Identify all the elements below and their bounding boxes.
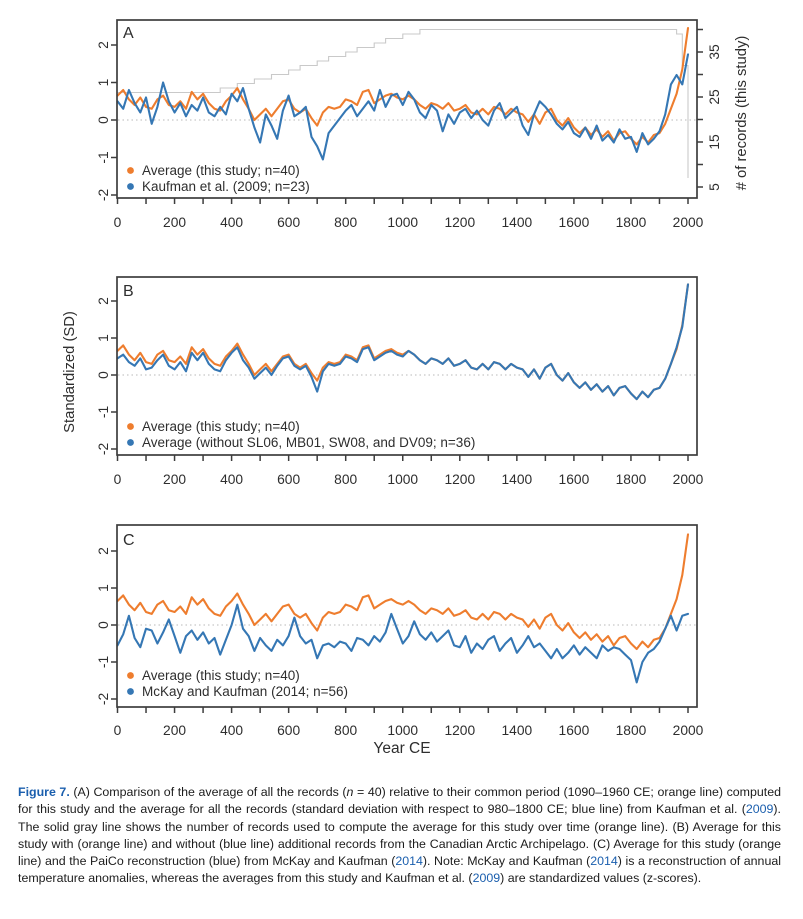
- y-tick-label: -2: [96, 189, 111, 201]
- citation-link[interactable]: 2014: [590, 854, 618, 869]
- x-axis-label: Year CE: [373, 740, 430, 757]
- citation-link[interactable]: 2014: [395, 854, 423, 869]
- legend-label: Average (without SL06, MB01, SW08, and D…: [142, 435, 475, 450]
- x-tick-label: 2000: [673, 472, 704, 487]
- x-tick-label: 1200: [444, 723, 475, 738]
- x-tick-label: 1800: [616, 472, 647, 487]
- x-tick-label: 0: [114, 215, 122, 230]
- x-tick-label: 0: [114, 472, 122, 487]
- figure-label: Figure 7.: [18, 785, 70, 799]
- figure-plots: 0 200 400 600 800 1000 1200 1400 1600 1800 2000-2-…: [62, 19, 750, 757]
- y-tick-label: -2: [96, 443, 111, 455]
- y-tick-label: 0: [96, 371, 111, 379]
- plot-box: [116, 19, 698, 199]
- y-tick-label: 2: [96, 547, 111, 555]
- y-tick-label: -1: [96, 406, 111, 418]
- legend-dot-orange: [127, 423, 134, 430]
- right-tick-label: 25: [707, 89, 722, 105]
- series-kaufman-2009: [116, 53, 690, 161]
- citation-link[interactable]: 2009: [745, 802, 774, 817]
- x-tick-label: 1200: [444, 215, 475, 230]
- caption-text: n: [346, 785, 354, 799]
- caption-text: ) are standardized values (z-scores).: [500, 871, 702, 886]
- panel-letter: A: [123, 25, 134, 42]
- caption-text: ). The solid gray line shows the number …: [18, 802, 781, 869]
- right-axis-label: # of records (this study): [734, 36, 750, 191]
- legend-label: Average (this study; n=40): [142, 163, 300, 178]
- y-tick-label: -1: [96, 656, 111, 668]
- y-tick-label: 0: [96, 621, 111, 629]
- legend-label: McKay and Kaufman (2014; n=56): [142, 684, 348, 699]
- x-tick-label: 1800: [616, 215, 647, 230]
- x-tick-label: 400: [220, 215, 243, 230]
- legend-dot-blue: [127, 439, 134, 446]
- panel-letter: C: [123, 532, 135, 549]
- series-average-this-study: [116, 533, 690, 651]
- x-tick-label: 2000: [673, 215, 704, 230]
- legend-label: Kaufman et al. (2009; n=23): [142, 179, 310, 194]
- x-tick-label: 800: [334, 215, 357, 230]
- panel-a: 0 200 400 600 800 1000 1200 1400 1600 1800 2000 -2 -…: [96, 19, 750, 230]
- caption-text: (A) Comparison of the average of all the…: [69, 785, 347, 799]
- x-tick-label: 200: [163, 472, 186, 487]
- y-tick-label: 1: [96, 79, 111, 87]
- x-tick-label: 0: [114, 723, 122, 738]
- figure-caption: Figure 7. (A) Comparison of the average …: [18, 784, 781, 888]
- x-tick-label: 800: [334, 472, 357, 487]
- x-tick-label: 400: [220, 723, 243, 738]
- y-tick-label: 2: [96, 297, 111, 305]
- legend-label: Average (this study; n=40): [142, 668, 300, 683]
- caption-text: ). Note: McKay and Kaufman (: [422, 854, 591, 869]
- x-tick-label: 800: [334, 723, 357, 738]
- x-tick-label: 400: [220, 472, 243, 487]
- y-tick-label: 0: [96, 116, 111, 124]
- right-tick-label: 35: [707, 44, 722, 60]
- x-tick-label: 1800: [616, 723, 647, 738]
- x-tick-label: 1200: [444, 472, 475, 487]
- x-tick-label: 1000: [387, 472, 418, 487]
- x-tick-label: 1600: [559, 215, 590, 230]
- y-tick-label: 1: [96, 584, 111, 592]
- x-tick-label: 1400: [501, 472, 532, 487]
- legend-dot-orange: [127, 672, 134, 679]
- x-tick-label: 200: [163, 723, 186, 738]
- x-tick-label: 200: [163, 215, 186, 230]
- plot-box: [116, 524, 698, 708]
- x-tick-label: 2000: [673, 723, 704, 738]
- y-axis-label: Standardized (SD): [62, 311, 78, 433]
- x-tick-label: 1600: [559, 723, 590, 738]
- x-tick-label: 1000: [387, 723, 418, 738]
- y-tick-label: -1: [96, 151, 111, 163]
- caption-text: = 40) relative to their common period (1…: [18, 785, 781, 817]
- x-tick-label: 1000: [387, 215, 418, 230]
- x-tick-label: 1600: [559, 472, 590, 487]
- plot-box: [116, 276, 698, 456]
- right-tick-label: 15: [707, 134, 722, 150]
- legend-label: Average (this study; n=40): [142, 419, 300, 434]
- x-tick-label: 600: [277, 723, 300, 738]
- panel-c: 0 200 400 600 800 1000 1200 1400 1600 1800 2000 -2 -…: [96, 524, 704, 757]
- series-average-this-study: [116, 283, 690, 401]
- y-tick-label: 2: [96, 41, 111, 49]
- panel-letter: B: [123, 283, 134, 300]
- x-tick-label: 600: [277, 472, 300, 487]
- x-tick-label: 1400: [501, 215, 532, 230]
- citation-link[interactable]: 2009: [472, 871, 501, 886]
- y-tick-label: 1: [96, 334, 111, 342]
- series-record-count: [117, 28, 689, 178]
- legend-dot-blue: [127, 183, 134, 190]
- legend-dot-blue: [127, 688, 134, 695]
- caption-text: ) is a reconstruction of annual temperat…: [18, 854, 781, 886]
- x-tick-label: 1400: [501, 723, 532, 738]
- y-tick-label: -2: [96, 693, 111, 705]
- legend-dot-orange: [127, 167, 134, 174]
- series-mckay-2014: [116, 603, 690, 684]
- x-tick-label: 600: [277, 215, 300, 230]
- right-tick-label: 5: [707, 183, 722, 191]
- series-without-caa: [116, 283, 690, 401]
- panel-b: 0 200 400 600 800 1000 1200 1400 1600 1800 2000 -2 -…: [62, 276, 704, 487]
- series-average-this-study: [116, 27, 690, 146]
